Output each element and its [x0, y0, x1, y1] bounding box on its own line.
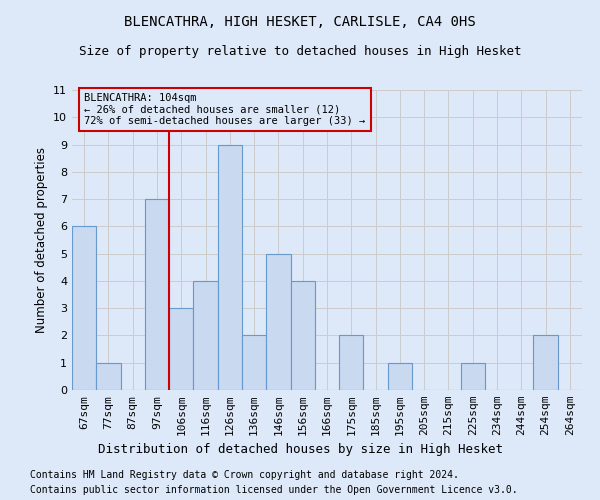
Bar [72, 226, 96, 390]
Bar [218, 144, 242, 390]
Bar [242, 336, 266, 390]
Bar [461, 362, 485, 390]
Text: BLENCATHRA, HIGH HESKET, CARLISLE, CA4 0HS: BLENCATHRA, HIGH HESKET, CARLISLE, CA4 0… [124, 15, 476, 29]
Bar [388, 362, 412, 390]
Text: BLENCATHRA: 104sqm
← 26% of detached houses are smaller (12)
72% of semi-detache: BLENCATHRA: 104sqm ← 26% of detached hou… [85, 92, 365, 126]
Bar [266, 254, 290, 390]
Bar [145, 199, 169, 390]
Text: Contains public sector information licensed under the Open Government Licence v3: Contains public sector information licen… [30, 485, 518, 495]
Bar [169, 308, 193, 390]
Bar [533, 336, 558, 390]
Bar [193, 281, 218, 390]
Text: Size of property relative to detached houses in High Hesket: Size of property relative to detached ho… [79, 45, 521, 58]
Text: Distribution of detached houses by size in High Hesket: Distribution of detached houses by size … [97, 442, 503, 456]
Bar [339, 336, 364, 390]
Bar [96, 362, 121, 390]
Bar [290, 281, 315, 390]
Y-axis label: Number of detached properties: Number of detached properties [35, 147, 47, 333]
Text: Contains HM Land Registry data © Crown copyright and database right 2024.: Contains HM Land Registry data © Crown c… [30, 470, 459, 480]
